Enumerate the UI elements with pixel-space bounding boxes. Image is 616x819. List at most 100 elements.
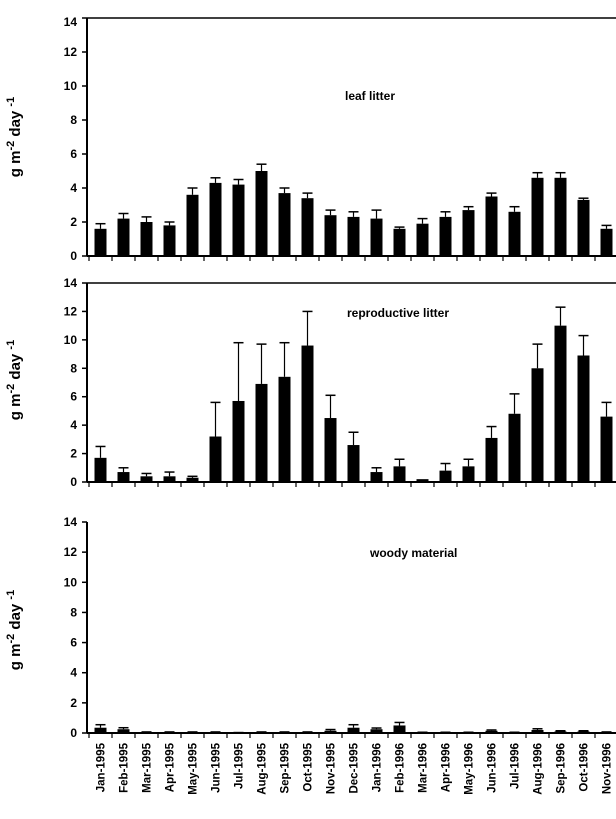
bar	[140, 476, 153, 482]
x-tick-label: May-1995	[188, 742, 200, 794]
bar	[531, 368, 544, 482]
bar	[324, 730, 337, 733]
bar	[94, 727, 107, 733]
y-tick-label: 0	[70, 475, 77, 489]
panel-annotation: leaf litter	[345, 89, 395, 103]
x-tick-label: Jun-1996	[487, 743, 499, 793]
y-tick-label: 12	[64, 304, 78, 318]
bar	[439, 470, 452, 482]
bar	[347, 216, 360, 256]
bar	[186, 477, 199, 482]
bar	[439, 216, 452, 256]
bar	[232, 400, 245, 482]
bar	[600, 416, 613, 482]
bar	[163, 476, 176, 482]
bar	[209, 436, 222, 482]
bar	[301, 198, 314, 256]
y-tick-label: 8	[70, 113, 77, 127]
bar	[186, 194, 199, 256]
bar	[301, 345, 314, 482]
y-tick-label: 10	[64, 79, 78, 93]
bar	[508, 211, 521, 256]
x-tick-label: Sep-1995	[280, 742, 292, 793]
y-tick-label: 0	[70, 249, 77, 263]
x-tick-label: Jun-1995	[211, 742, 223, 792]
bar	[485, 437, 498, 482]
bar	[117, 472, 130, 482]
bar	[531, 729, 544, 733]
bar	[94, 228, 107, 256]
y-tick-label: 14	[64, 276, 78, 290]
x-tick-label: Sep-1996	[556, 743, 568, 794]
bar	[577, 731, 590, 733]
bar	[117, 729, 130, 733]
y-tick-label: 8	[70, 361, 77, 375]
chart-panel-3: 0 2 4 6 8 10 12 14 g m-2 day -1 woody material Jan…	[5, 515, 616, 795]
y-tick-label: 0	[70, 726, 77, 740]
bar	[393, 725, 406, 733]
x-tick-label: Apr-1995	[165, 742, 177, 792]
bar	[508, 413, 521, 482]
x-tick-label: Feb-1995	[119, 742, 131, 792]
bar	[554, 177, 567, 256]
panel-annotation: reproductive litter	[347, 306, 449, 320]
bar	[232, 184, 245, 256]
x-tick-label: Jul-1996	[510, 743, 522, 789]
x-tick-label: Nov-1995	[326, 742, 338, 794]
x-tick-label: Apr-1996	[441, 743, 453, 792]
bar	[416, 223, 429, 256]
bar	[531, 177, 544, 256]
y-tick-label: 2	[70, 696, 77, 710]
bar	[577, 199, 590, 256]
x-tick-label: Mar-1995	[142, 742, 154, 792]
y-tick-label: 10	[64, 575, 78, 589]
bar	[209, 182, 222, 256]
panel-annotation: woody material	[369, 546, 457, 560]
bar	[554, 325, 567, 482]
x-tick-label: Aug-1996	[533, 743, 545, 795]
bar	[600, 228, 613, 256]
y-tick-label: 10	[64, 333, 78, 347]
bar	[554, 731, 567, 733]
y-tick-label: 6	[70, 147, 77, 161]
y-tick-label: 2	[70, 215, 77, 229]
bar	[370, 472, 383, 482]
x-tick-label: May-1996	[464, 743, 476, 795]
y-tick-label: 4	[70, 418, 77, 432]
y-tick-label: 4	[70, 181, 77, 195]
bar	[577, 355, 590, 482]
bar	[278, 193, 291, 256]
y-tick-label: 6	[70, 636, 77, 650]
bar	[347, 445, 360, 482]
bar	[163, 225, 176, 256]
y-tick-label: 2	[70, 447, 77, 461]
bar	[117, 218, 130, 256]
bar	[485, 730, 498, 733]
bar	[347, 727, 360, 733]
x-tick-label: Oct-1995	[303, 742, 315, 791]
x-tick-label: Mar-1996	[418, 743, 430, 793]
x-tick-label: Nov-1996	[602, 743, 614, 794]
y-tick-label: 6	[70, 390, 77, 404]
y-tick-label: 4	[70, 666, 77, 680]
x-tick-label: Jan-1995	[96, 742, 108, 792]
bar	[255, 383, 268, 482]
x-tick-label: Dec-1995	[349, 742, 361, 793]
y-tick-label: 12	[64, 45, 78, 59]
x-tick-label: Jan-1996	[372, 743, 384, 792]
y-tick-label: 14	[64, 515, 78, 529]
bar	[393, 228, 406, 256]
bar	[94, 457, 107, 482]
chart-panel-1: 0 2 4 6 8 10 12 14 g m-2 day -1 leaf litter	[5, 15, 616, 263]
chart-panel-2: 0 2 4 6 8 10 12 14 g m-2 day -1 reproductive litt…	[5, 276, 616, 489]
y-axis-label: g m-2 day -1	[5, 590, 24, 670]
y-axis-label: g m-2 day -1	[5, 97, 24, 177]
bar	[324, 418, 337, 482]
y-tick-label: 12	[64, 545, 78, 559]
y-tick-label: 8	[70, 605, 77, 619]
bar	[393, 466, 406, 482]
bar	[140, 222, 153, 256]
bar	[485, 196, 498, 256]
x-tick-label: Oct-1996	[579, 743, 591, 792]
